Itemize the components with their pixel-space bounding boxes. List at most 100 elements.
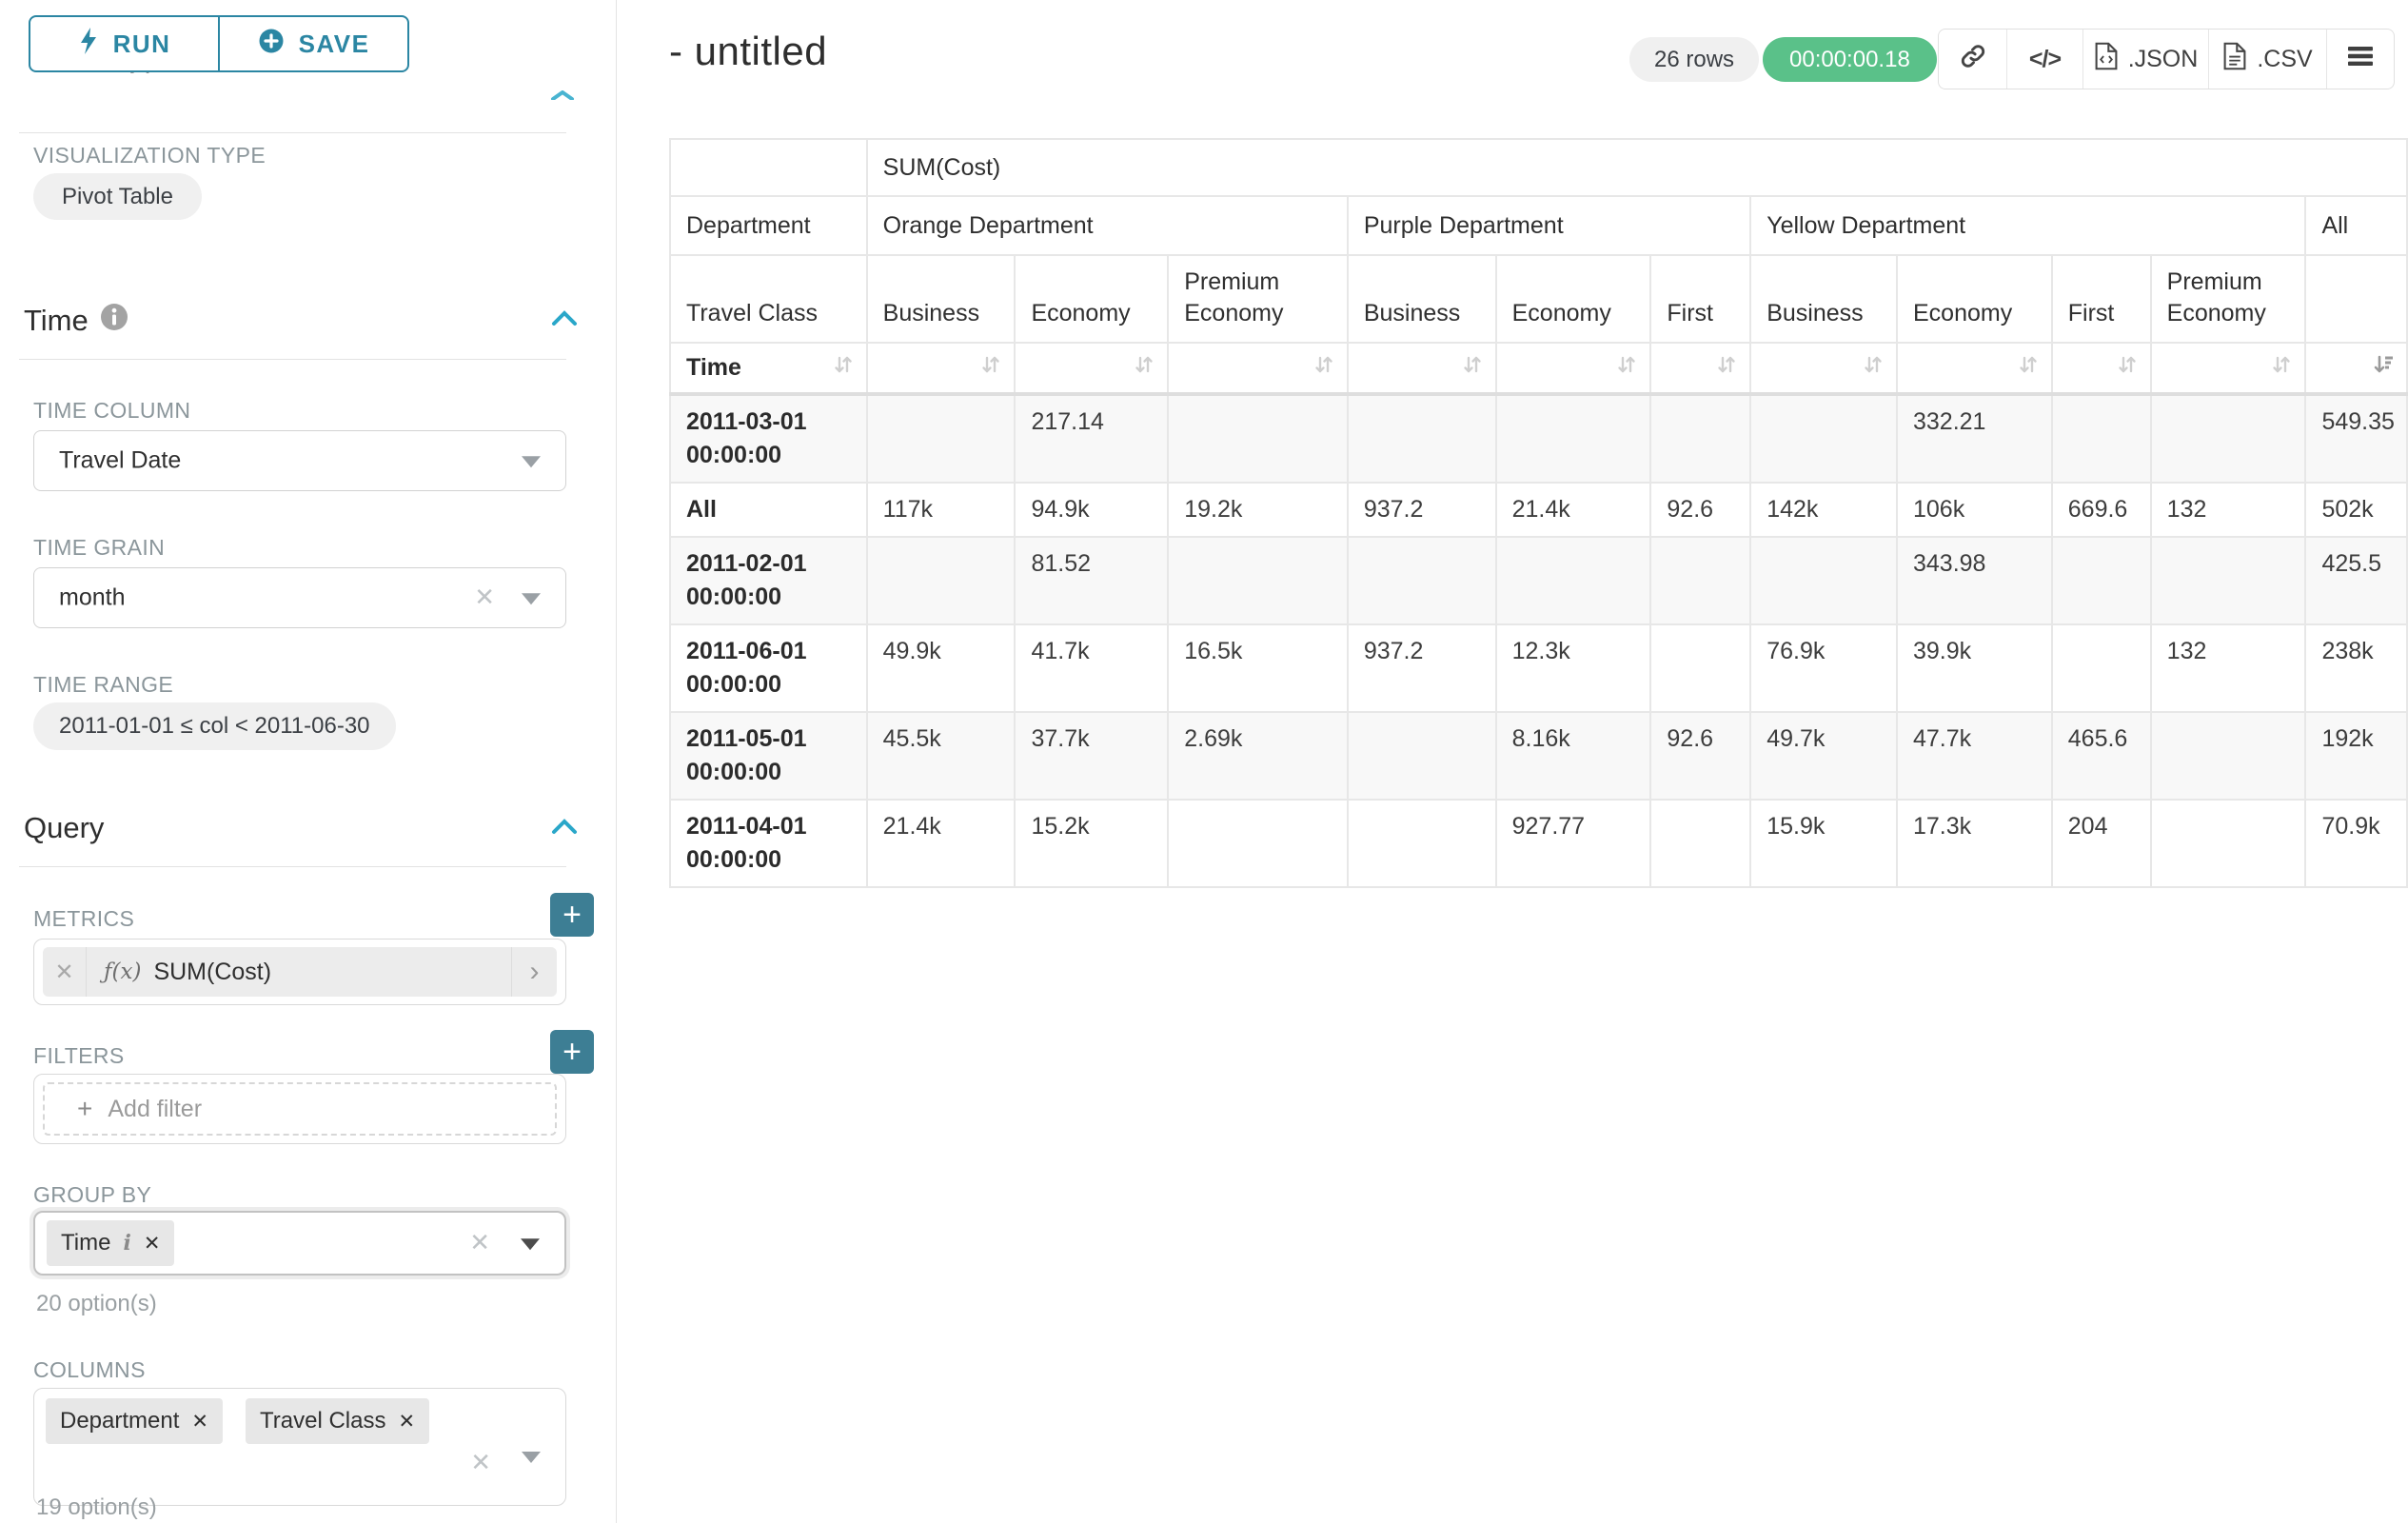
clear-icon[interactable]: ✕ <box>474 582 495 611</box>
chevron-down-icon[interactable] <box>522 1452 541 1463</box>
visualization-type-pill[interactable]: Pivot Table <box>33 173 202 220</box>
pivot-cell: 12.3k <box>1494 623 1652 713</box>
remove-tag-icon[interactable]: ✕ <box>191 1410 208 1433</box>
chevron-down-icon[interactable] <box>522 593 541 605</box>
pivot-sort-cell <box>1167 342 1349 396</box>
add-filter-button[interactable]: + Add filter <box>43 1082 557 1136</box>
time-section-title-text: Time <box>24 304 89 337</box>
row-count-badge: 26 rows <box>1629 37 1760 82</box>
sort-icon[interactable] <box>2270 353 2293 383</box>
pivot-sort-row: Time <box>669 342 2408 396</box>
pivot-corner-cell <box>669 138 868 197</box>
pivot-cell: 204 <box>2050 799 2152 888</box>
copy-link-button[interactable] <box>1939 30 2007 89</box>
tag-label: Time <box>61 1230 111 1256</box>
action-button-group: RUN SAVE <box>29 15 409 72</box>
clear-icon[interactable]: ✕ <box>469 1227 490 1256</box>
query-section-title: Query <box>24 811 104 845</box>
sort-icon[interactable] <box>979 353 1002 383</box>
query-section-collapse-icon[interactable] <box>550 818 581 837</box>
chart-type-collapse-icon[interactable] <box>550 88 575 105</box>
time-range-pill[interactable]: 2011-01-01 ≤ col < 2011-06-30 <box>33 702 396 750</box>
export-toolbar: </> .JSON .CSV <box>1938 29 2395 89</box>
pivot-time-label: Time <box>686 354 741 381</box>
metric-pill[interactable]: ✕ ƒ(x) SUM(Cost) › <box>43 947 557 997</box>
pivot-cell <box>1649 393 1752 484</box>
remove-metric-icon[interactable]: ✕ <box>43 947 87 997</box>
pivot-column-header: Premium Economy <box>2149 254 2307 344</box>
pivot-cell: 76.9k <box>1749 623 1898 713</box>
pivot-column-header: Business <box>1346 254 1497 344</box>
columns-select[interactable]: Department ✕ Travel Class ✕ ✕ <box>33 1388 566 1506</box>
run-button[interactable]: RUN <box>29 15 219 72</box>
export-csv-label: .CSV <box>2257 45 2313 72</box>
time-column-select[interactable]: Travel Date <box>33 430 566 491</box>
pivot-cell: 238k <box>2304 623 2408 713</box>
pivot-sort-cell <box>2304 342 2408 396</box>
pivot-cell: 669.6 <box>2050 482 2152 538</box>
sort-icon[interactable] <box>2372 353 2395 383</box>
json-file-icon <box>2094 42 2119 77</box>
pivot-sort-cell <box>1896 342 2053 396</box>
remove-tag-icon[interactable]: ✕ <box>143 1232 161 1255</box>
sort-icon[interactable] <box>1615 353 1638 383</box>
pivot-data-row: 2011-06-01 00:00:00 49.9k 41.7k 16.5k 937.2 1… <box>669 623 2408 713</box>
pivot-data-row: All 117k 94.9k 19.2k 937.2 21.4k 92.6 142k 106k 6… <box>669 482 2408 538</box>
sort-icon[interactable] <box>1715 353 1738 383</box>
time-column-label: TIME COLUMN <box>33 398 191 423</box>
run-button-label: RUN <box>112 29 171 58</box>
pivot-cell: 92.6 <box>1649 711 1752 801</box>
export-csv-button[interactable]: .CSV <box>2209 30 2327 89</box>
sort-icon[interactable] <box>832 353 855 383</box>
pivot-cell: 15.2k <box>1014 799 1170 888</box>
group-by-option-count: 20 option(s) <box>36 1291 157 1316</box>
time-column-value: Travel Date <box>59 446 182 474</box>
pivot-data-row: 2011-03-01 00:00:00 217.14 332.21 549.35 <box>669 393 2408 484</box>
sort-icon[interactable] <box>2017 353 2040 383</box>
sort-icon[interactable] <box>1862 353 1885 383</box>
group-by-select[interactable]: Time i ✕ ✕ <box>33 1211 566 1276</box>
pivot-cell <box>2149 711 2307 801</box>
sort-icon[interactable] <box>2116 353 2139 383</box>
more-options-button[interactable] <box>2327 30 2394 89</box>
code-icon: </> <box>2028 45 2062 72</box>
view-query-button[interactable]: </> <box>2007 30 2083 89</box>
time-grain-label: TIME GRAIN <box>33 535 166 560</box>
chevron-down-icon[interactable] <box>521 1238 540 1251</box>
pivot-cell: 502k <box>2304 482 2408 538</box>
plus-circle-icon <box>258 28 285 61</box>
sort-icon[interactable] <box>1461 353 1484 383</box>
pivot-cell <box>2050 393 2152 484</box>
time-section-collapse-icon[interactable] <box>550 309 581 328</box>
pivot-group-header-row: Department Orange Department Purple Depa… <box>669 195 2408 256</box>
pivot-row-label: 2011-06-01 00:00:00 <box>669 623 868 713</box>
pivot-cell <box>1346 536 1497 625</box>
sort-icon[interactable] <box>1313 353 1335 383</box>
clear-icon[interactable]: ✕ <box>470 1448 491 1476</box>
save-button[interactable]: SAVE <box>219 15 409 72</box>
sort-icon[interactable] <box>1133 353 1155 383</box>
time-grain-value: month <box>59 583 126 611</box>
info-icon[interactable]: i <box>123 1231 131 1256</box>
metrics-label: METRICS <box>33 906 135 931</box>
divider <box>19 866 566 867</box>
pivot-row-label: 2011-04-01 00:00:00 <box>669 799 868 888</box>
chevron-down-icon[interactable] <box>522 456 541 468</box>
lightning-icon <box>78 27 99 62</box>
pivot-cell: 937.2 <box>1346 623 1497 713</box>
pivot-cell: 17.3k <box>1896 799 2053 888</box>
pivot-cell <box>1167 799 1349 888</box>
time-grain-select[interactable]: month ✕ <box>33 567 566 628</box>
pivot-group-header: All <box>2304 195 2408 256</box>
chart-title[interactable]: - untitled <box>669 29 828 73</box>
pivot-row-label: 2011-02-01 00:00:00 <box>669 536 868 625</box>
columns-tag: Travel Class ✕ <box>246 1398 430 1444</box>
export-json-button[interactable]: .JSON <box>2083 30 2209 89</box>
add-filter-plus-button[interactable]: + <box>550 1030 594 1074</box>
query-section-title-text: Query <box>24 811 105 844</box>
add-metric-button[interactable]: + <box>550 893 594 937</box>
pivot-cell: 106k <box>1896 482 2053 538</box>
remove-tag-icon[interactable]: ✕ <box>398 1410 416 1433</box>
chevron-right-icon[interactable]: › <box>511 947 557 997</box>
info-icon[interactable] <box>100 303 128 339</box>
